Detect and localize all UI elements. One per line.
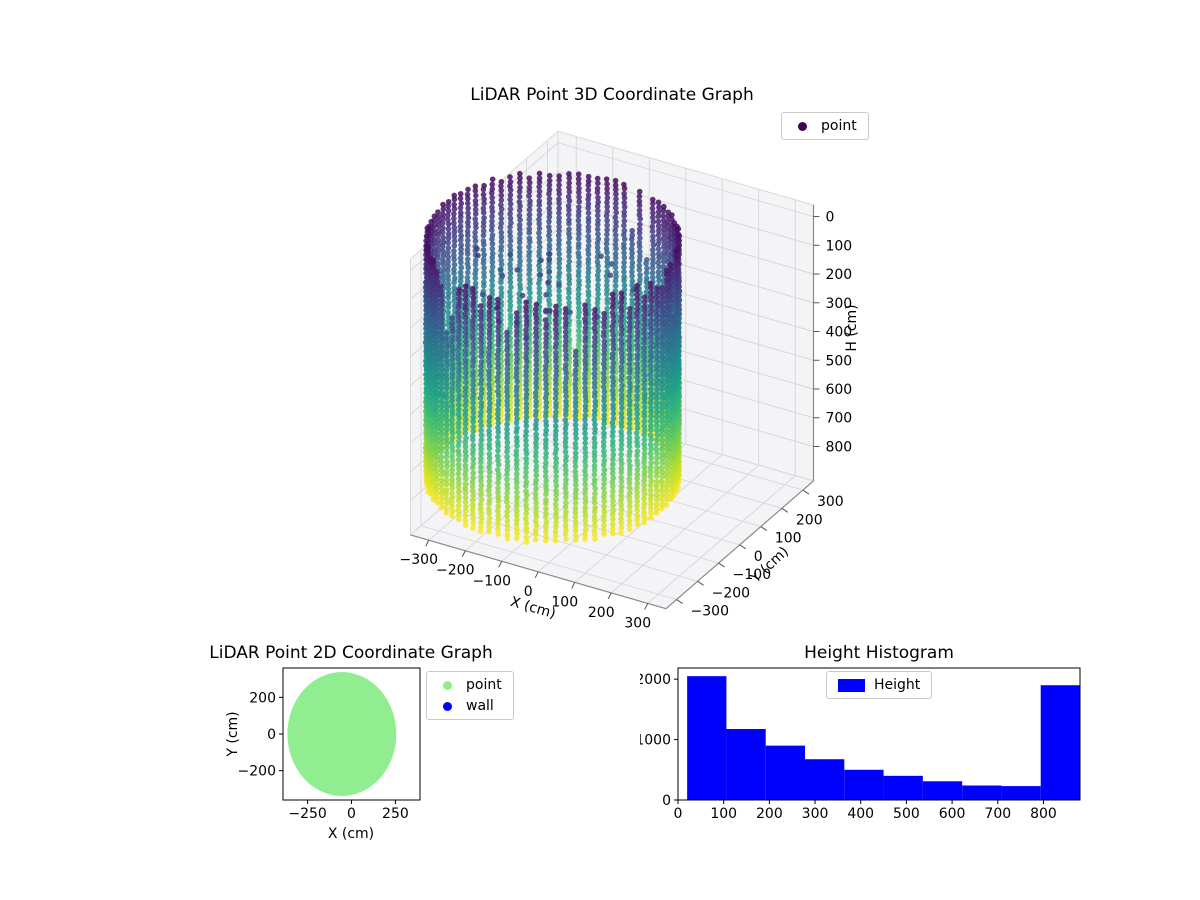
legend-label-point: point [466,677,502,693]
wall-marker-icon [443,701,452,711]
plot3d-title: LiDAR Point 3D Coordinate Graph [470,85,754,105]
point-marker-icon [798,121,807,131]
plot2d-legend: point wall [426,671,514,720]
legend-label-wall: wall [466,698,494,714]
legend-item-point: point [438,677,502,693]
legend-item-height: Height [838,677,920,693]
histogram-title: Height Histogram [804,643,954,663]
legend-item-wall: wall [438,698,502,714]
plot3d-canvas [320,90,900,670]
legend-item-point: point [793,118,857,134]
legend-label-height: Height [874,677,921,693]
plot3d-legend: point [781,112,869,140]
plot3d-zaxis-label: H (cm) [844,304,860,352]
point-marker-icon [443,680,452,690]
plot2d-title: LiDAR Point 2D Coordinate Graph [209,643,493,663]
histogram-legend: Height [826,671,933,699]
plot2d-xaxis-label: X (cm) [327,826,375,842]
legend-label-point: point [821,118,857,134]
height-patch-icon [838,678,865,692]
plot2d-canvas [215,650,465,855]
plot2d-yaxis-label: Y (cm) [225,711,241,757]
